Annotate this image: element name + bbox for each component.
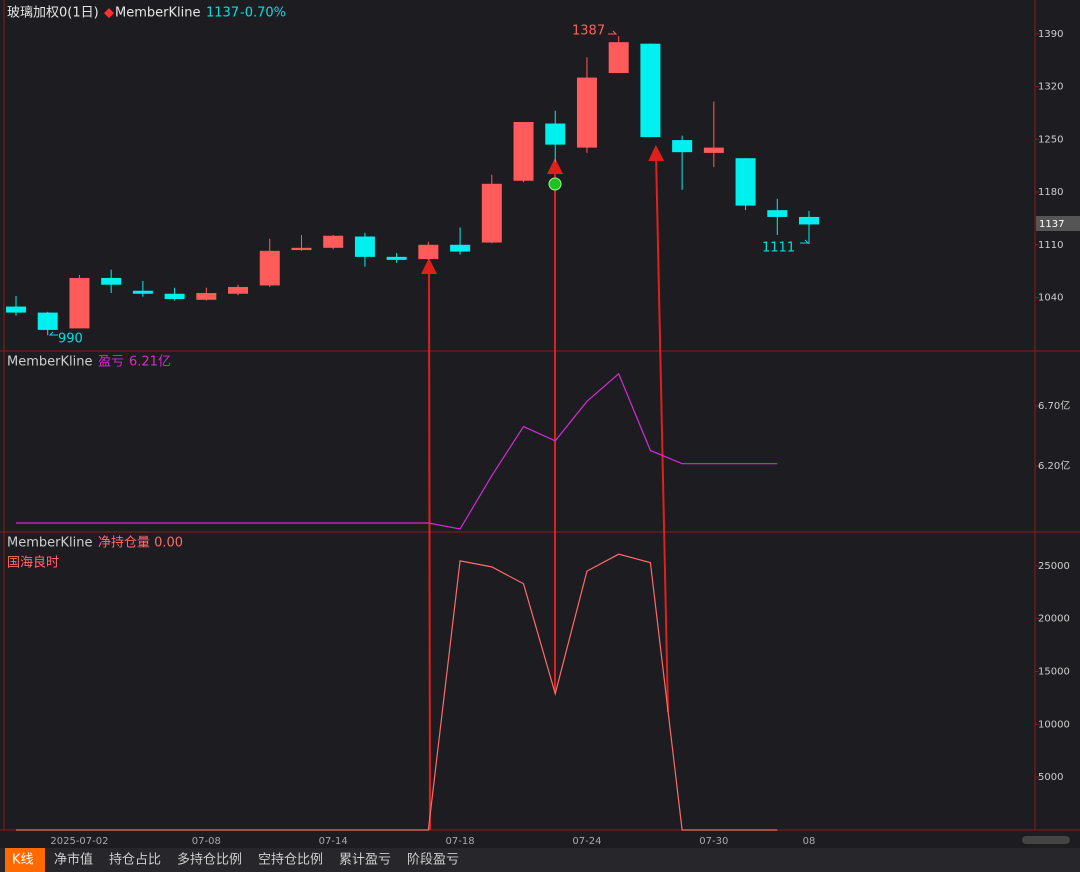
candle-body (386, 256, 407, 260)
tab-active-bg (5, 848, 45, 872)
y-tick-label: 20000 (1038, 614, 1070, 625)
y-tick-label: 6.70亿 (1038, 399, 1070, 412)
chart-title: 玻璃加权0(1日) (7, 5, 99, 21)
x-tick-label: 07-08 (192, 836, 221, 847)
legend-name: MemberKline (115, 6, 200, 21)
candle-body (6, 306, 26, 313)
candle-body (640, 43, 661, 138)
candle-body (735, 158, 756, 206)
scrollbar[interactable] (1022, 836, 1070, 844)
candle-body (69, 277, 90, 329)
panel-label: 净持仓量 0.00 (98, 536, 183, 551)
line-series (16, 372, 778, 530)
panel-sublabel: 国海良时 (7, 555, 59, 571)
legend-value: 1137 (206, 6, 239, 21)
annotation-arrow (608, 30, 618, 35)
candle-body (450, 244, 471, 252)
annotation-arrow (48, 331, 58, 336)
price-tag (1036, 216, 1080, 231)
y-tick-label: 1040 (1038, 293, 1063, 304)
line-series (16, 553, 778, 831)
panel-label: 盈亏 (98, 355, 124, 370)
y-tick-label: 1110 (1038, 240, 1063, 251)
x-tick-label: 2025-07-02 (50, 836, 108, 847)
candle-body (608, 42, 629, 74)
high-annotation: 1387 (572, 24, 605, 39)
candle-body (767, 210, 788, 217)
y-tick-label: 10000 (1038, 719, 1070, 730)
candle-body (354, 236, 375, 257)
low-annotation: 1111 (762, 241, 795, 256)
candle-body (259, 250, 280, 286)
y-tick-label: 1390 (1038, 29, 1063, 40)
candle-body (576, 77, 597, 148)
tab[interactable]: K线 (12, 853, 34, 868)
candle-body (513, 122, 534, 181)
candle-body (703, 147, 724, 153)
tab[interactable]: 空持仓比例 (258, 853, 323, 868)
y-tick-label: 6.20亿 (1038, 459, 1070, 472)
y-tick-label: 1180 (1038, 187, 1063, 198)
panel-legend: MemberKline (7, 355, 92, 370)
candle-body (323, 235, 344, 248)
candle-body (545, 123, 566, 145)
annotation-arrow (800, 239, 810, 244)
panel-value: 6.21亿 (129, 355, 171, 370)
signal-marker (548, 177, 562, 191)
tabs: K线 净市值 持仓占比 多持仓比例 空持仓比例 累计盈亏 阶段盈亏 (5, 848, 459, 872)
candle-body (672, 140, 693, 153)
y-tick-label: 25000 (1038, 561, 1070, 572)
price-tag-label: 1137 (1039, 219, 1064, 230)
annotation-arrow (648, 145, 669, 713)
candle-body (37, 312, 58, 330)
candle-body (101, 277, 122, 285)
panel-legend: MemberKline (7, 536, 92, 551)
candle-body (481, 183, 502, 243)
annotation-arrow (421, 258, 438, 831)
x-tick-label: 07-14 (319, 836, 348, 847)
y-tick-label: 1250 (1038, 134, 1063, 145)
tab[interactable]: 累计盈亏 (339, 853, 391, 868)
candle-body (132, 290, 153, 294)
x-tick-label: 07-24 (572, 836, 601, 847)
tab[interactable]: 净市值 (54, 852, 93, 868)
y-tick-label: 1320 (1038, 82, 1063, 93)
tab[interactable]: 阶段盈亏 (407, 853, 459, 868)
candle-body (799, 216, 819, 225)
y-tick-label: 5000 (1038, 772, 1063, 783)
low-annotation: 990 (58, 332, 83, 347)
candle-body (164, 293, 185, 300)
x-tick-label: 08 (803, 836, 816, 847)
tab[interactable]: 持仓占比 (109, 853, 161, 868)
legend-icon: ◆ (104, 6, 114, 21)
tab-bar (0, 848, 1080, 872)
x-tick-label: 07-18 (446, 836, 475, 847)
candle-body (228, 286, 249, 294)
legend-change: -0.70% (240, 6, 286, 21)
candle-body (418, 244, 439, 260)
candle-body (291, 247, 312, 251)
y-tick-label: 15000 (1038, 666, 1070, 677)
tab[interactable]: 多持仓比例 (177, 852, 242, 868)
candle-body (196, 293, 217, 300)
x-tick-label: 07-30 (699, 836, 728, 847)
